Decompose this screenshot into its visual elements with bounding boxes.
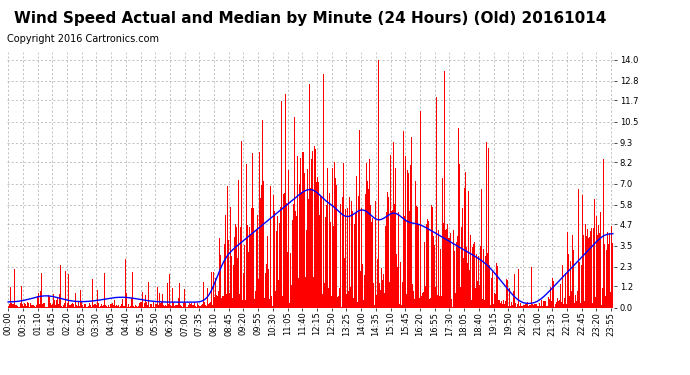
Text: Wind Speed Actual and Median by Minute (24 Hours) (Old) 20161014: Wind Speed Actual and Median by Minute (… (14, 11, 607, 26)
Text: Copyright 2016 Cartronics.com: Copyright 2016 Cartronics.com (7, 34, 159, 44)
Text: Wind (mph): Wind (mph) (582, 26, 642, 35)
Text: Median (mph): Median (mph) (491, 26, 562, 35)
